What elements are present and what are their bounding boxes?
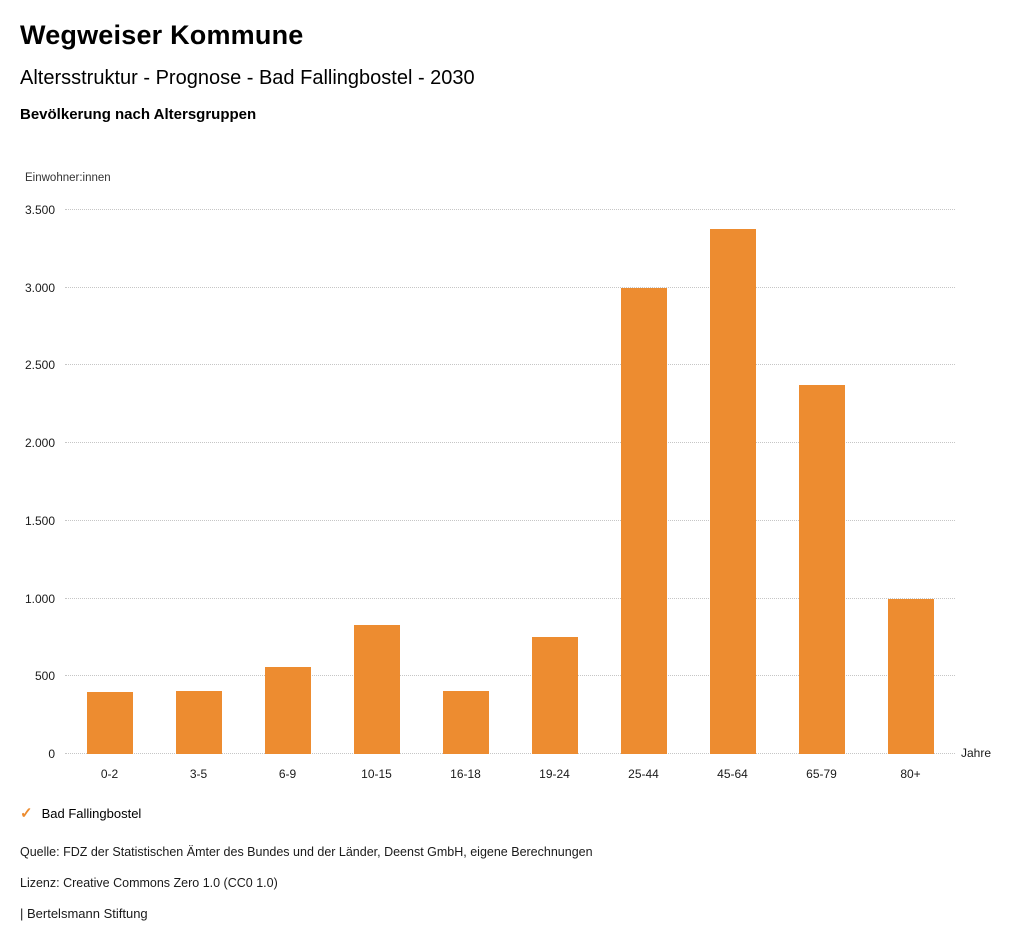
y-axis-label: Einwohner:innen [25,172,111,184]
x-tick-label: 10-15 [361,767,392,781]
bar-columns [65,210,955,754]
bar-25-44[interactable] [620,287,667,754]
x-tick-label: 80+ [900,767,921,781]
y-tick-label: 1.500 [24,513,55,528]
x-tick-label: 0-2 [100,767,119,781]
y-tick-label: 1.000 [24,591,55,606]
bar-6-9[interactable] [264,666,311,754]
legend-label: Bad Fallingbostel [41,805,142,821]
gridline [65,597,955,599]
x-tick-label: 6-9 [278,767,297,781]
bar-column [777,210,866,754]
y-tick-label: 500 [34,669,55,684]
x-axis-unit-label: Jahre [961,746,992,760]
legend: ✓ Bad Fallingbostel [20,804,141,822]
bar-10-15[interactable] [353,625,400,754]
x-tick-label: 65-79 [806,767,837,781]
bar-column [421,210,510,754]
gridline [65,286,955,288]
attribution-text: | Bertelsmann Stiftung [20,906,148,921]
bar-16-18[interactable] [442,691,489,754]
bar-column [510,210,599,754]
plot-area: 0 500 1.000 1.500 2.000 2.500 3.000 3.500 0-2 3-… [25,203,991,781]
bar-19-24[interactable] [531,637,578,754]
bar-column [688,210,777,754]
x-tick-label: 3-5 [189,767,208,781]
y-tick-label: 3.500 [24,203,55,217]
x-tick-label: 45-64 [717,767,748,781]
license-text: Lizenz: Creative Commons Zero 1.0 (CC0 1… [20,876,278,890]
y-tick-label: 3.000 [24,280,55,295]
x-tick-label: 25-44 [628,767,659,781]
bar-65-79[interactable] [798,384,845,754]
y-tick-label: 2.000 [24,436,55,451]
gridline [65,519,955,521]
bar-3-5[interactable] [175,691,222,754]
legend-check-icon: ✓ [20,805,33,822]
bar-column [154,210,243,754]
gridline [65,209,955,210]
x-tick-label: 19-24 [539,767,570,781]
y-axis-ticks: 0 500 1.000 1.500 2.000 2.500 3.000 3.500 [5,203,65,761]
y-tick-label: 2.500 [24,358,55,373]
bar-column [65,210,154,754]
y-tick-label: 0 [48,747,55,761]
gridline [65,753,955,754]
bar-80+[interactable] [887,598,934,754]
chart-subtitle: Altersstruktur - Prognose - Bad Fallingb… [20,67,475,89]
chart-section-title: Bevölkerung nach Altersgruppen [20,106,257,123]
page-title: Wegweiser Kommune [20,20,304,50]
bar-column [243,210,332,754]
source-text: Quelle: FDZ der Statistischen Ämter des … [20,845,593,859]
bar-45-64[interactable] [709,228,756,754]
gridline [65,442,955,444]
bar-column [866,210,955,754]
gridline [65,364,955,366]
gridline [65,675,955,677]
bar-column [599,210,688,754]
bar-0-2[interactable] [86,691,133,754]
bar-column [332,210,421,754]
x-axis-labels: 0-2 3-5 6-9 10-15 16-18 19-24 25-44 45-64 65-79 8… [65,754,955,781]
x-tick-label: 16-18 [450,767,481,781]
